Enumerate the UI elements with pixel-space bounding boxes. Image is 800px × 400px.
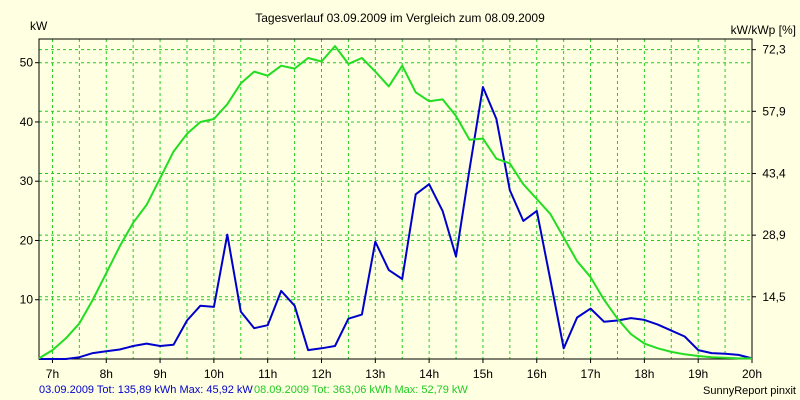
y-tick-label-right: 28,9	[762, 228, 786, 242]
y-tick-label-right: 14,5	[762, 290, 786, 304]
plot-frame	[38, 38, 753, 360]
x-tick-label: 16h	[527, 367, 547, 381]
x-tick-label: 13h	[365, 367, 385, 381]
x-tick-label: 20h	[742, 367, 762, 381]
series-line-2	[38, 45, 752, 360]
footer-series1: 03.09.2009 Tot: 135,89 kWh Max: 45,92 kW	[39, 384, 253, 396]
grid-layer	[39, 39, 752, 359]
x-tick-label: 12h	[311, 367, 331, 381]
y-tick-label-left: 30	[20, 174, 34, 188]
y-axis-left-label: kW	[30, 19, 48, 33]
x-tick-label: 11h	[258, 367, 277, 381]
y-tick-label-left: 50	[20, 56, 34, 70]
series-line-1	[39, 86, 753, 360]
x-tick-label: 8h	[100, 367, 113, 381]
y-tick-label-right: 72,3	[762, 43, 786, 57]
x-tick-label: 18h	[634, 367, 654, 381]
x-tick-label: 19h	[688, 367, 708, 381]
y-axis-right-label: kW/kWp [%]	[731, 23, 796, 37]
x-tick-label: 14h	[419, 367, 439, 381]
x-tick-label: 10h	[204, 367, 224, 381]
x-tick-label: 9h	[153, 367, 166, 381]
y-tick-label-left: 20	[20, 233, 34, 247]
y-tick-label-right: 43,4	[762, 167, 786, 181]
footer-credit: SunnyReport pinxit	[703, 385, 796, 397]
chart-title: Tagesverlauf 03.09.2009 im Vergleich zum…	[255, 11, 545, 25]
y-tick-label-left: 40	[20, 115, 34, 129]
x-tick-label: 7h	[46, 367, 59, 381]
x-tick-label: 15h	[473, 367, 493, 381]
tick-layer: 10 20 30 40 50 14,5 28,9 43,4 57,9 72,3 7h 8h 9h 10h 1…	[20, 43, 786, 381]
y-tick-label-right: 57,9	[762, 104, 786, 118]
x-tick-label: 17h	[581, 367, 601, 381]
y-tick-label-left: 10	[20, 293, 34, 307]
footer-series2: 08.09.2009 Tot: 363,06 kWh Max: 52,79 kW	[254, 384, 468, 396]
series-layer	[38, 45, 753, 360]
